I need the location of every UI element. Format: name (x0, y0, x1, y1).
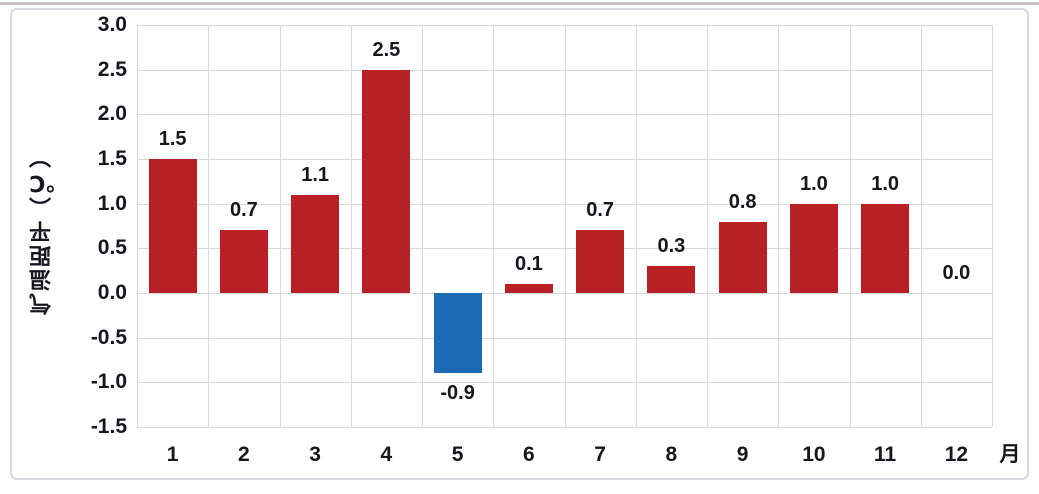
page-top-divider (0, 2, 1039, 5)
bar-value-label: -0.9 (440, 382, 475, 405)
vertical-gridline (493, 25, 495, 427)
x-axis-tick-label: 9 (736, 443, 749, 466)
x-axis-tick-label: 4 (380, 443, 393, 466)
vertical-gridline (279, 25, 281, 427)
bar-month-4 (362, 69, 411, 293)
bar-month-6 (504, 284, 553, 293)
bar-month-1 (148, 159, 197, 293)
x-axis-tick-label: 12 (944, 443, 969, 466)
y-axis-tick-label: 1.5 (97, 147, 127, 170)
bar-value-label: 0.7 (229, 199, 258, 222)
vertical-gridline (208, 25, 210, 427)
bar-month-2 (219, 230, 268, 293)
y-axis-tick-label: 2.0 (97, 102, 127, 126)
vertical-gridline (137, 25, 138, 427)
bar-value-label: 0.0 (942, 262, 971, 284)
bar-value-label: 1.0 (799, 172, 828, 195)
x-axis-tick-label: 2 (238, 443, 250, 466)
x-axis-unit-label: 月 (999, 443, 1021, 466)
x-axis-tick-label: 10 (802, 443, 826, 466)
y-axis-tick-label: -0.5 (90, 325, 127, 349)
x-axis-tick-label: 1 (166, 443, 179, 466)
y-axis-tick-label: 3.0 (97, 13, 127, 36)
bar-value-label: 0.7 (586, 199, 615, 222)
bar-month-11 (861, 203, 910, 293)
bar-value-label: 0.1 (514, 253, 543, 276)
x-axis-tick-label: 8 (665, 443, 678, 466)
bar-value-label: 2.5 (372, 38, 401, 61)
x-axis-tick-label: 5 (451, 443, 464, 466)
bar-value-label: 1.5 (158, 128, 187, 150)
y-axis-tick-label: 0.0 (97, 281, 127, 304)
x-axis-tick-label: 7 (594, 443, 606, 466)
bar-month-10 (789, 203, 838, 293)
vertical-gridline (564, 25, 566, 427)
bar-value-label: 0.3 (657, 235, 686, 258)
vertical-gridline (422, 25, 423, 427)
y-axis-tick-label: -1.5 (90, 415, 127, 438)
vertical-gridline (635, 25, 637, 427)
vertical-gridline (778, 25, 780, 427)
vertical-gridline (992, 25, 993, 427)
y-axis-tick-label: 0.5 (97, 236, 127, 260)
bar-month-5 (433, 293, 482, 374)
bar-month-3 (291, 194, 340, 293)
y-axis-tick-label: 2.5 (97, 57, 127, 81)
y-axis-tick-label: 1.0 (97, 191, 127, 215)
vertical-gridline (849, 25, 851, 427)
bar-value-label: 0.8 (728, 190, 757, 213)
bar-value-label: 1.0 (871, 172, 900, 195)
vertical-gridline (350, 25, 352, 427)
bar-month-7 (576, 230, 625, 293)
vertical-gridline (920, 25, 922, 427)
bar-month-9 (718, 221, 767, 293)
horizontal-gridline (137, 427, 992, 428)
bar-month-8 (647, 266, 696, 293)
x-axis-tick-label: 6 (523, 443, 535, 466)
y-axis-tick-label: -1.0 (90, 370, 127, 394)
x-axis-tick-label: 3 (309, 443, 321, 466)
bar-value-label: 1.1 (301, 163, 330, 186)
x-axis-tick-label: 11 (874, 443, 897, 466)
vertical-gridline (707, 25, 708, 427)
